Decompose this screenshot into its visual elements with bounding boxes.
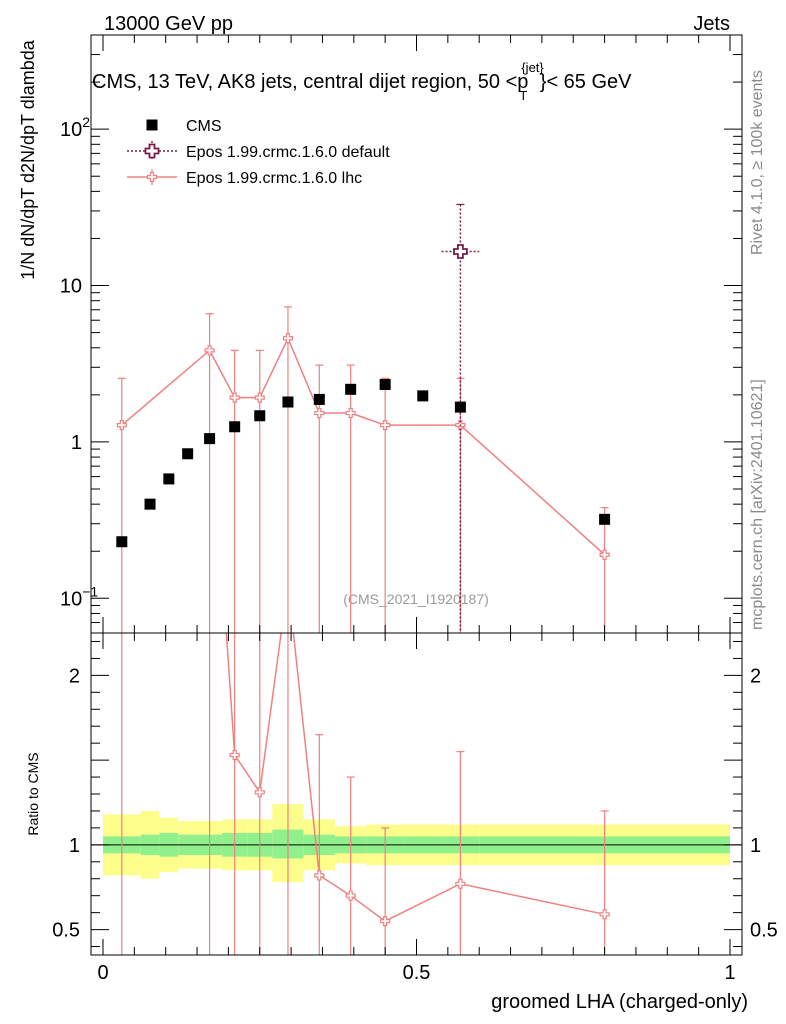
ratio-y-tick-label-left: 1 xyxy=(69,835,80,857)
lhc-point xyxy=(204,345,215,356)
x-tick-label: 0 xyxy=(97,962,108,984)
energy-label: 13000 GeV pp xyxy=(104,13,233,35)
y-axis-label-ratio: Ratio to CMS xyxy=(25,752,41,835)
ratio-y-tick-label-right: 2 xyxy=(750,665,761,687)
side-label-bottom: mcplots.cern.ch [arXiv:2401.10621] xyxy=(749,379,766,630)
side-label-bottom-text: mcplots.cern.ch [arXiv:2401.10621] xyxy=(749,379,766,630)
lhc-ratio-point xyxy=(254,787,265,798)
ratio-y-tick-label-right: 1 xyxy=(750,835,761,857)
legend-label: Epos 1.99.crmc.1.6.0 default xyxy=(186,144,390,161)
legend-marker-lhc xyxy=(146,171,158,183)
cms-point xyxy=(379,378,391,390)
lhc-ratio-point xyxy=(345,890,356,901)
cms-point xyxy=(204,433,216,445)
cms-point xyxy=(254,410,266,422)
x-tick-label: 1 xyxy=(724,962,735,984)
lhc-point xyxy=(116,420,127,431)
y-axis-label-main: 1/N dN/dpT d2N/dpT dlambda xyxy=(18,39,38,279)
cms-point xyxy=(417,390,429,402)
lhc-ratio-line xyxy=(225,633,605,922)
lhc-point xyxy=(380,420,391,431)
axes-layer: 10−1 1 10 102 0.5 0.5 1 1 2 2 0 0.5 1 xyxy=(52,34,778,984)
ratio-y-tick-label-right: 0.5 xyxy=(750,920,778,942)
main-y-tick-label: 1 xyxy=(71,432,82,454)
main-y-tick-label: 102 xyxy=(60,114,90,141)
cms-point xyxy=(182,448,194,460)
lhc-series-line xyxy=(121,336,606,556)
lhc-ratio-point xyxy=(455,878,466,889)
ratio-y-tick-label-left: 0.5 xyxy=(52,920,80,942)
cms-point xyxy=(229,421,241,433)
category-label: Jets xyxy=(693,13,730,35)
analysis-watermark: (CMS_2021_I1920187) xyxy=(343,591,489,607)
y-axis-label-ratio-text: Ratio to CMS xyxy=(25,752,41,835)
legend: CMS Epos 1.99.crmc.1.6.0 default Epos 1.99… xyxy=(127,118,390,187)
main-y-tick-label: 10 xyxy=(60,276,82,298)
ratio-plot-layer xyxy=(121,633,610,955)
side-label-top: Rivet 4.1.0, ≥ 100k events xyxy=(749,70,766,255)
lhc-ratio-point xyxy=(314,870,325,881)
cms-point xyxy=(345,383,357,395)
cms-point xyxy=(313,393,325,405)
legend-label: CMS xyxy=(186,118,222,135)
lhc-ratio-point xyxy=(380,916,391,927)
chart-title: CMS, 13 TeV, AK8 jets, central dijet reg… xyxy=(92,60,632,103)
cms-point xyxy=(144,498,156,510)
default-point xyxy=(452,244,468,259)
side-label-top-text: Rivet 4.1.0, ≥ 100k events xyxy=(749,70,766,255)
lhc-point xyxy=(599,549,610,560)
lhc-point xyxy=(229,392,240,403)
lhc-point xyxy=(345,407,356,419)
x-tick-label: 0.5 xyxy=(403,962,431,984)
cms-point xyxy=(454,401,466,413)
lhc-ratio-point xyxy=(599,909,610,920)
legend-marker-default xyxy=(144,143,160,159)
x-axis-label: groomed LHA (charged-only) xyxy=(491,991,748,1013)
lhc-point xyxy=(314,407,325,419)
lhc-ratio-point xyxy=(229,749,240,761)
cms-point xyxy=(599,513,611,525)
y-axis-label-main-text: 1/N dN/dpT d2N/dpT dlambda xyxy=(18,39,38,279)
main-plot-area xyxy=(116,203,611,633)
cms-point xyxy=(282,396,294,408)
ratio-frame xyxy=(90,632,743,956)
legend-marker-cms xyxy=(146,119,158,131)
legend-label: Epos 1.99.crmc.1.6.0 lhc xyxy=(186,170,362,187)
main-plot-layer xyxy=(116,203,611,633)
lhc-point xyxy=(254,392,265,403)
ratio-y-tick-label-left: 2 xyxy=(69,665,80,687)
cms-point xyxy=(163,473,175,485)
main-y-tick-label: 10−1 xyxy=(60,583,98,610)
cms-point xyxy=(116,536,128,548)
lhc-point xyxy=(282,333,294,344)
ratio-plot-area xyxy=(121,633,610,955)
ratio-uncertainty-bands xyxy=(91,804,742,883)
